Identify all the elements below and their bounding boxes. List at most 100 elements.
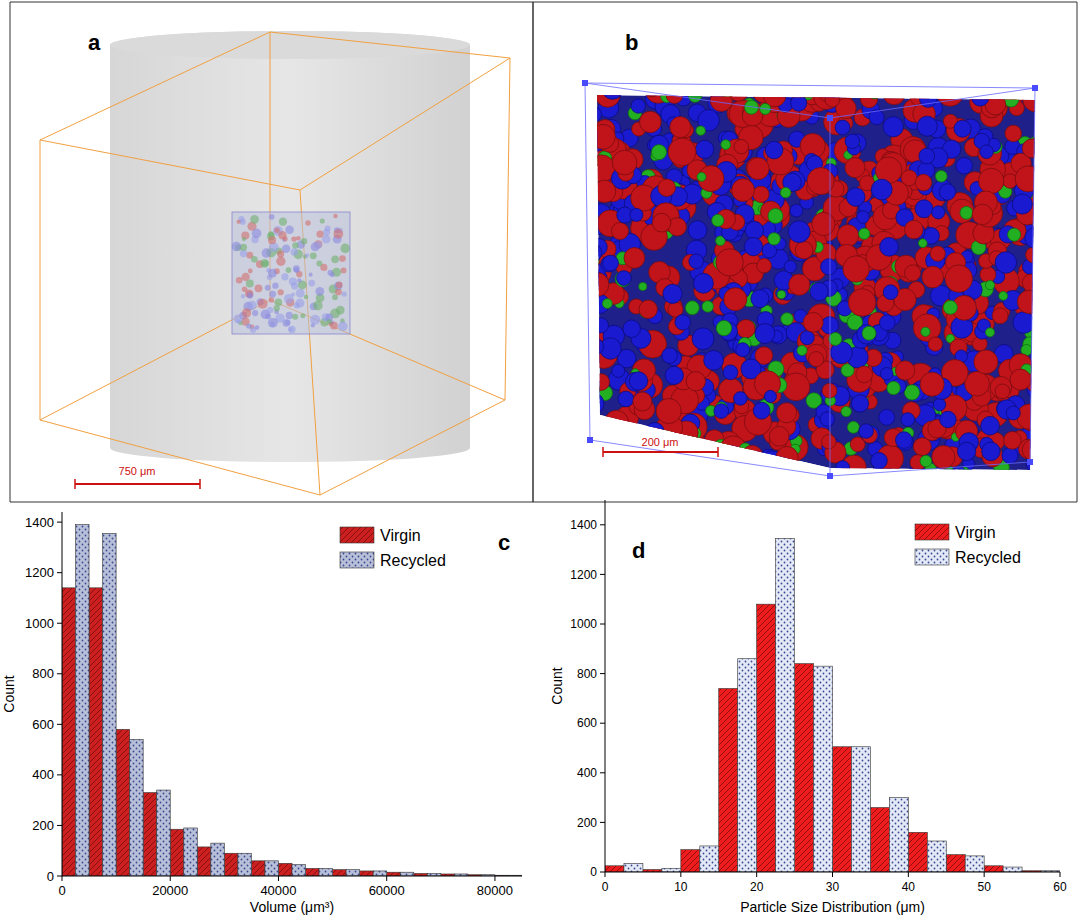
y-tick	[57, 876, 62, 877]
scale-bar-label: 200 μm	[642, 436, 679, 448]
panel-letter: a	[88, 30, 101, 55]
sub-volume-particle	[294, 268, 299, 273]
sub-volume-particle	[240, 250, 247, 257]
sub-volume-particle	[304, 295, 308, 299]
panel-letter: d	[632, 538, 645, 563]
particle	[625, 447, 648, 470]
y-tick-label: 600	[32, 717, 54, 732]
particle	[995, 384, 1010, 399]
sub-volume-particle	[276, 257, 285, 266]
histogram-bar	[1003, 867, 1022, 872]
particle	[917, 116, 937, 136]
scale-bar-tick	[199, 479, 201, 489]
particle	[981, 416, 1000, 435]
particle	[901, 413, 915, 427]
histogram-bar	[795, 664, 814, 872]
particle	[583, 244, 601, 262]
y-tick-label: 200	[577, 816, 597, 830]
particle	[930, 246, 945, 261]
particle	[939, 184, 955, 200]
particle	[716, 249, 743, 276]
particle	[712, 214, 724, 226]
legend-swatch	[915, 549, 949, 565]
particle	[1008, 228, 1021, 241]
wireframe-edge	[300, 58, 510, 190]
histogram-bar	[224, 853, 238, 876]
particle	[690, 441, 715, 466]
particle	[764, 390, 776, 402]
sub-volume-particle	[275, 299, 283, 307]
particle	[1026, 247, 1042, 263]
particle	[904, 385, 919, 400]
particle	[688, 89, 701, 102]
legend-label: Virgin	[955, 524, 996, 541]
wireframe-edge	[320, 400, 505, 495]
particle	[696, 126, 705, 135]
particle	[692, 328, 714, 350]
particle	[768, 233, 780, 245]
histogram-bar	[927, 841, 946, 872]
particle	[788, 221, 810, 243]
y-tick	[57, 724, 62, 725]
particle	[915, 174, 931, 190]
sub-volume-particle	[331, 256, 339, 264]
sub-volume-particle	[250, 327, 256, 333]
particle	[960, 206, 973, 219]
particle	[980, 145, 994, 159]
sub-volume-particle	[330, 272, 335, 277]
particle	[985, 94, 1006, 115]
particle	[686, 460, 699, 473]
particle	[920, 372, 944, 396]
wireframe-edge	[40, 140, 41, 420]
particle	[887, 381, 900, 394]
corner-handle	[827, 115, 833, 121]
particle	[590, 238, 608, 256]
y-tick-label: 800	[32, 666, 54, 681]
y-tick	[600, 872, 605, 873]
histogram-bar	[870, 808, 889, 872]
sub-volume-particle	[269, 297, 274, 302]
particle	[1012, 194, 1032, 214]
frame-line	[532, 2, 534, 502]
histogram-bar	[738, 659, 757, 872]
particle	[879, 409, 895, 425]
x-tick	[386, 876, 387, 881]
sub-volume-particle	[236, 220, 240, 224]
histogram-bar	[984, 866, 1003, 872]
particle	[896, 432, 913, 449]
sub-volume-particle	[340, 244, 350, 254]
sub-volume-particle	[292, 314, 298, 320]
sub-volume-particle	[242, 308, 251, 317]
cylinder-top	[110, 31, 470, 59]
sub-volume-particle	[341, 267, 347, 273]
particle	[693, 273, 713, 293]
y-tick	[57, 774, 62, 775]
histogram-bar	[851, 747, 870, 872]
particle	[670, 117, 691, 138]
particle	[820, 412, 834, 426]
sub-volume-particle	[284, 294, 294, 304]
x-tick	[984, 872, 985, 877]
sub-volume-particle	[294, 302, 300, 308]
particle	[593, 318, 608, 333]
legend-swatch	[915, 524, 949, 540]
y-tick-label: 1000	[25, 616, 54, 631]
particle	[651, 145, 666, 160]
y-tick-label: 800	[577, 667, 597, 681]
sub-volume-particle	[274, 228, 280, 234]
y-tick	[57, 522, 62, 523]
sub-volume-particle	[288, 327, 293, 332]
frame-line	[10, 502, 1077, 503]
sub-volume-particle	[269, 291, 276, 298]
particle	[665, 366, 683, 384]
x-tick	[832, 872, 833, 877]
sub-volume-particle	[268, 318, 278, 328]
particle	[982, 442, 1000, 460]
sub-volume-particle	[232, 242, 242, 252]
particle	[765, 141, 783, 159]
y-tick	[57, 572, 62, 573]
particle	[821, 259, 837, 275]
particle	[871, 179, 892, 200]
particle	[859, 424, 874, 439]
particle	[953, 467, 966, 480]
